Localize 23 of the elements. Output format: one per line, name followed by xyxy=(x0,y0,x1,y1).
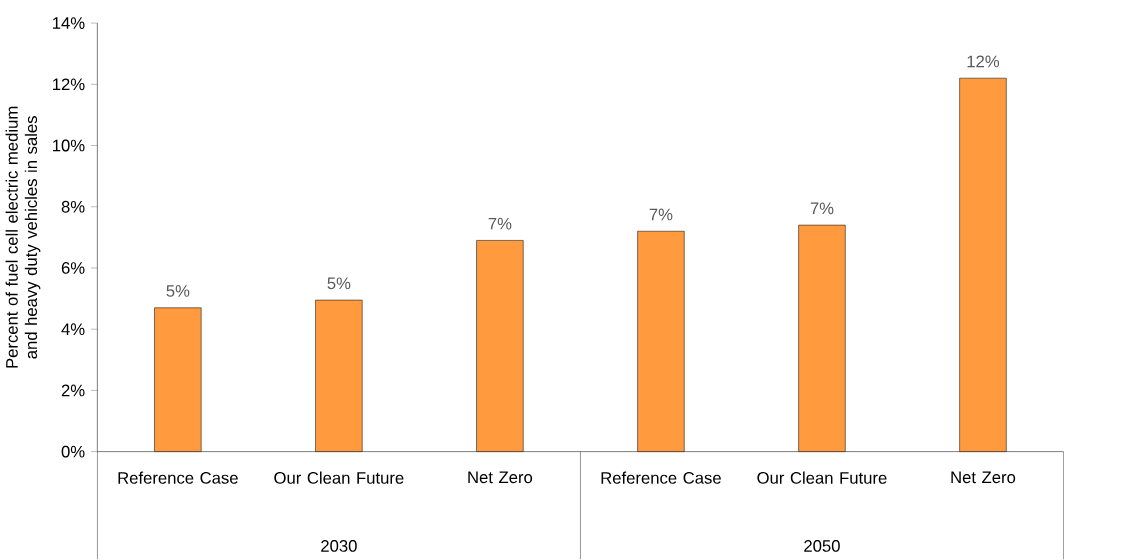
y-tick-label: 14% xyxy=(53,17,85,30)
data-label: 5% xyxy=(327,277,351,290)
text: 2030 xyxy=(321,540,357,553)
y-axis-title: Percent of fuel cell electric medium and heavy duty vehicles in sales xyxy=(5,107,41,368)
data-label: 7% xyxy=(810,202,834,215)
x-tick-label: Net Zero xyxy=(951,471,1016,484)
y-tick-label: 0% xyxy=(61,445,85,458)
text: 2050 xyxy=(804,540,840,553)
x-tick-label: Reference Case xyxy=(118,471,238,484)
y-tick-label: 2% xyxy=(61,384,85,397)
x-tick-label: Net Zero xyxy=(468,471,533,484)
y-tick-label: 10% xyxy=(53,139,85,152)
data-label: 7% xyxy=(488,217,512,230)
y-tick-label: 6% xyxy=(61,262,85,275)
data-label: 5% xyxy=(166,285,190,297)
y-tick-label: 12% xyxy=(53,78,85,91)
x-tick-label: Our Clean Future xyxy=(757,471,887,484)
x-tick-label: Reference Case xyxy=(601,471,721,484)
y-tick-label: 8% xyxy=(61,201,85,213)
x-tick-label: Our Clean Future xyxy=(274,471,404,484)
data-label: 7% xyxy=(649,208,673,221)
y-tick-label: 4% xyxy=(61,323,85,336)
data-label: 12% xyxy=(967,55,1000,68)
